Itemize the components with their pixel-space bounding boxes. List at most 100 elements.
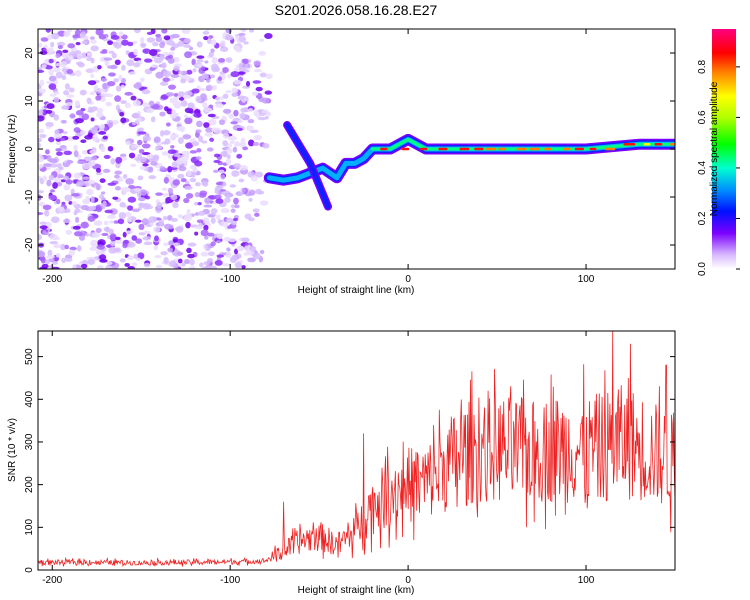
spectrogram-noise-blob [89, 91, 95, 96]
spectrogram-noise-blob [238, 62, 243, 69]
spectrogram-noise-blob [259, 200, 269, 206]
spectrogram-noise-blob [148, 175, 157, 180]
spectrogram-noise-blob [38, 142, 41, 149]
spectrogram-noise-blob [39, 79, 45, 87]
spectrogram-noise-blob [51, 216, 60, 224]
spectrogram-noise-blob [114, 59, 121, 66]
spectrogram-noise-blob [49, 233, 58, 240]
spectrogram-noise-blob [183, 114, 189, 119]
spectrogram-noise-blob [90, 39, 97, 44]
spectrogram-noise-blob [248, 197, 253, 202]
spectrogram-noise-blob [195, 129, 202, 133]
spectrogram-noise-blob [107, 80, 116, 87]
spectrogram-noise-blob [62, 175, 70, 180]
spectrogram-noise-blob [48, 69, 54, 76]
spectrogram-noise-blob [102, 168, 111, 173]
spectrogram-noise-blob [172, 100, 182, 107]
spectrogram-noise-blob [120, 100, 127, 105]
spectrogram-noise-blob [38, 109, 44, 115]
spectrogram-noise-blob [158, 219, 165, 226]
spectrogram-noise-blob [63, 90, 70, 96]
spectrogram-noise-blob [85, 67, 95, 74]
spectrogram-noise-blob [146, 154, 155, 159]
spectrogram-noise-blob [137, 127, 144, 132]
spectrogram-noise-blob [92, 137, 99, 142]
spectrogram-noise-blob [84, 233, 90, 237]
spectrogram-noise-blob [194, 202, 199, 206]
spectrogram-noise-blob [80, 205, 90, 211]
spectrogram-noise-blob [148, 100, 155, 107]
spectrogram-noise-blob [133, 62, 141, 68]
spectrogram-noise-blob [262, 142, 270, 149]
spectrogram-noise-blob [79, 234, 85, 241]
spectrogram-noise-blob [148, 216, 157, 223]
spectrogram-noise-blob [115, 156, 123, 164]
spectrogram-noise-blob [42, 204, 52, 211]
spectrogram-noise-blob [163, 35, 171, 41]
spectrogram-noise-blob [68, 201, 73, 205]
spectrogram-noise-blob [80, 130, 86, 136]
spectrogram-noise-blob [69, 246, 77, 251]
spectrogram-noise-blob [161, 62, 167, 69]
spectrogram-noise-blob [53, 91, 60, 95]
spectrogram-noise-blob [108, 72, 116, 77]
spectrogram-noise-blob [107, 65, 116, 69]
spectrogram-noise-blob [52, 182, 58, 189]
spectrogram-noise-blob [71, 201, 77, 207]
spectrogram-noise-blob [177, 137, 184, 145]
spectrogram-noise-blob [233, 45, 241, 51]
spectrogram-noise-blob [65, 229, 73, 235]
spectrogram-noise-blob [178, 70, 184, 75]
spectrogram-noise-blob [217, 76, 223, 81]
spectrogram-noise-blob [259, 72, 267, 78]
spectrogram-noise-blob [79, 89, 87, 96]
spectrogram-noise-blob [252, 252, 261, 260]
spectrogram-noise-blob [222, 108, 232, 114]
spectrogram-noise-blob [241, 187, 246, 194]
spectrogram-noise-blob [65, 179, 73, 185]
spectrogram-noise-blob [127, 255, 134, 261]
spectrogram-noise-blob [213, 159, 221, 164]
spectrogram-noise-blob [171, 43, 180, 49]
spectrogram-noise-blob [197, 135, 203, 143]
spectrogram-noise-blob [159, 41, 165, 49]
spectrogram-noise-blob [184, 90, 193, 96]
spectrogram-noise-blob [204, 197, 211, 204]
spectrogram-noise-blob [137, 175, 144, 181]
spectrogram-noise-blob [54, 132, 63, 139]
spectrogram-noise-blob [186, 247, 192, 254]
spectrogram-noise-blob [231, 92, 238, 97]
spectrogram-noise-blob [189, 177, 197, 183]
spectrogram-noise-blob [100, 250, 106, 255]
spectrogram-noise-blob [190, 171, 196, 178]
spectrogram-noise-blob [105, 101, 112, 107]
spectrogram-noise-blob [211, 56, 218, 64]
spectrogram-noise-blob [42, 109, 48, 116]
spectrogram-noise-blob [168, 84, 176, 90]
spectrogram-noise-blob [42, 163, 52, 167]
spectrogram-ytick-label: -20 [24, 237, 35, 252]
spectrogram-noise-blob [247, 118, 255, 124]
spectrogram-noise-blob [159, 166, 166, 171]
spectrogram-noise-blob [98, 131, 107, 135]
spectrogram-noise-blob [121, 186, 131, 193]
spectrogram-noise-blob [131, 235, 138, 241]
spectrogram-noise-blob [72, 264, 77, 269]
spectrogram-noise-blob [127, 265, 136, 269]
spectrogram-noise-blob [241, 265, 246, 269]
spectrogram-noise-blob [51, 266, 60, 269]
spectrogram-noise-blob [188, 46, 194, 51]
spectrogram-noise-blob [183, 44, 192, 48]
spectrogram-noise-blob [38, 155, 44, 163]
spectrogram-noise-blob [233, 79, 242, 85]
snr-ytick-label: 500 [24, 348, 35, 365]
spectrogram-noise-blob [195, 120, 203, 128]
spectrogram-noise-blob [259, 249, 265, 255]
spectrogram-noise-blob [202, 217, 210, 224]
spectrogram-noise-blob [173, 65, 180, 72]
spectrogram-noise-blob [90, 162, 96, 166]
spectrogram-noise-blob [198, 88, 207, 92]
